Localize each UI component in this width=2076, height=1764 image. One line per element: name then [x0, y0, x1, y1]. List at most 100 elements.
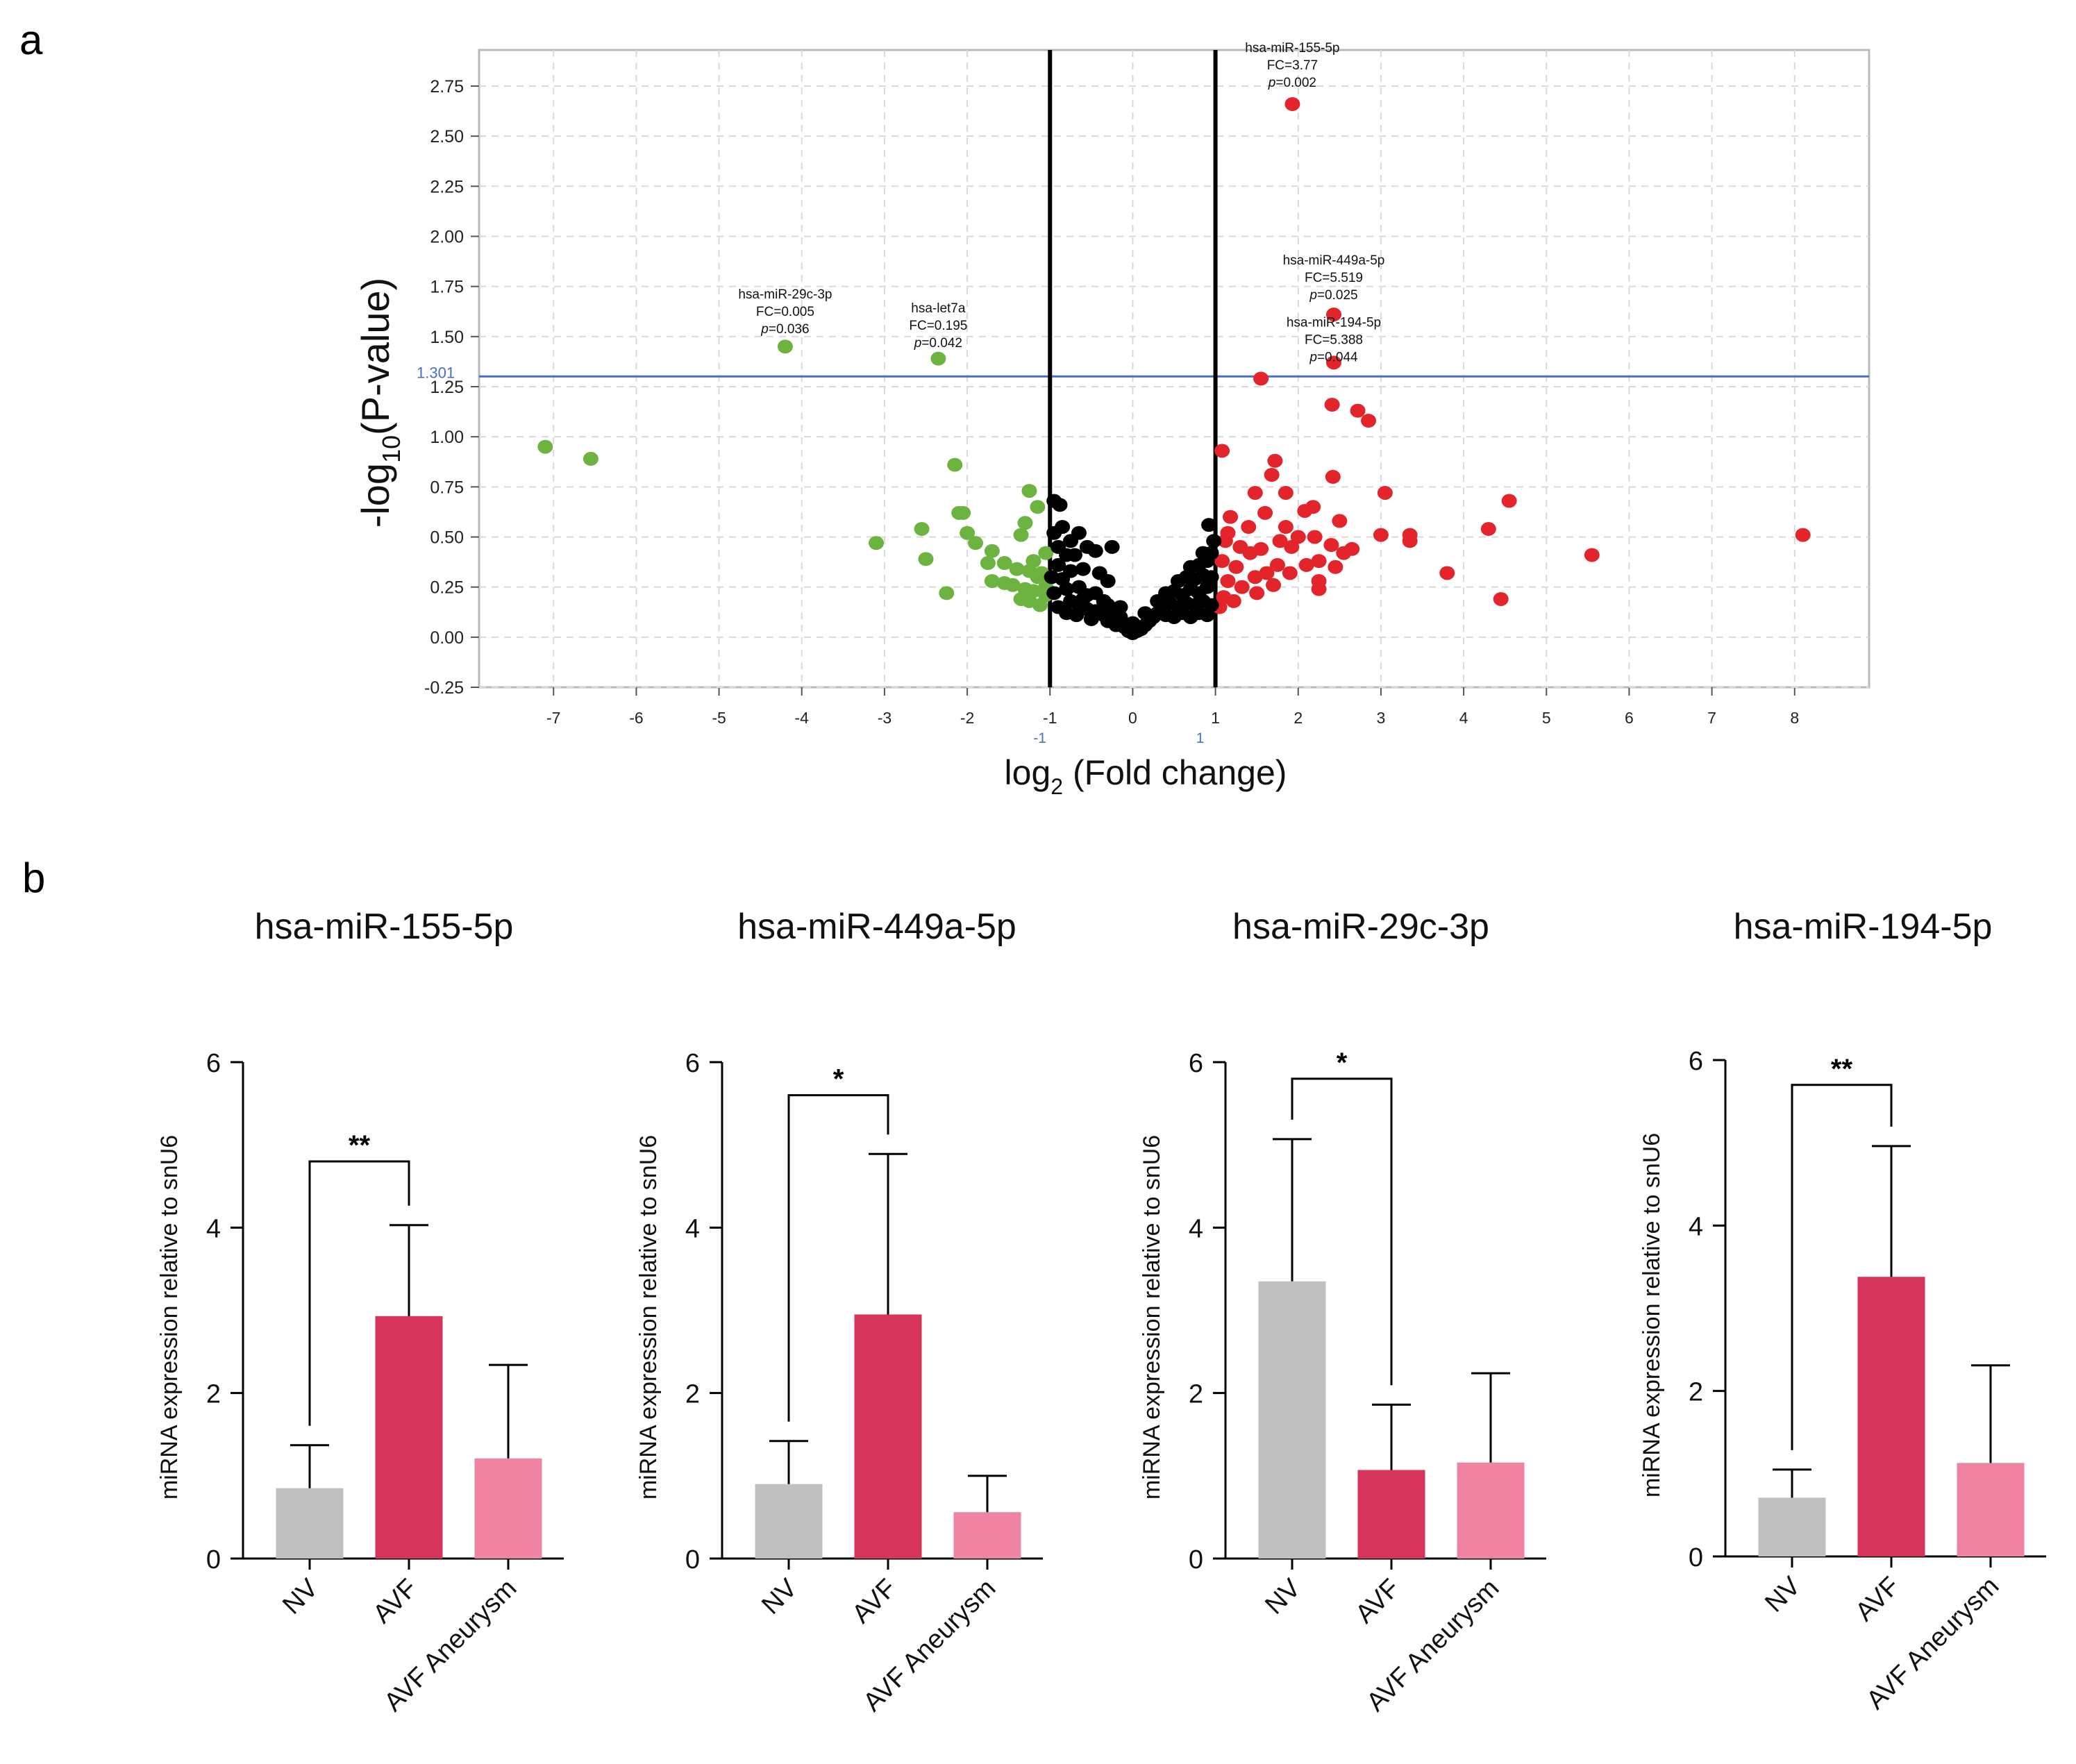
significance-bracket [1791, 1084, 1893, 1450]
data-point-up [1266, 578, 1281, 592]
y-tick-label: 6 [685, 1049, 700, 1078]
x-tick-label: 4 [1459, 709, 1468, 727]
point-annotation: p=0.036 [760, 322, 809, 337]
point-annotation: FC=0.195 [909, 319, 967, 333]
data-point-up [1350, 403, 1366, 418]
data-point-down [537, 439, 553, 454]
bar-chart-title: hsa-miR-194-5p [1734, 907, 1993, 947]
data-point-ns [1083, 612, 1099, 626]
data-point-up [1278, 520, 1294, 535]
x-tick-label: NV [1259, 1573, 1306, 1620]
data-point-up [1480, 521, 1496, 536]
data-point-down [1030, 500, 1046, 514]
data-point-up [1402, 534, 1418, 548]
data-point-down [930, 351, 946, 366]
data-point-ns [1203, 570, 1219, 585]
x-tick-label: 1 [1211, 709, 1220, 727]
x-tick-label: -4 [795, 709, 810, 727]
data-point-ns [1182, 560, 1198, 574]
data-point-up [1225, 594, 1241, 608]
bar [1357, 1470, 1425, 1559]
data-point-up [1249, 586, 1265, 600]
x-tick-label: 8 [1790, 709, 1799, 727]
data-point-ns [1044, 570, 1060, 585]
significance-bracket [787, 1094, 889, 1422]
data-point-down [1005, 578, 1021, 592]
point-annotation: p=0.044 [1309, 350, 1358, 364]
data-point-ns [1075, 562, 1091, 576]
y-tick-label: 0.00 [430, 628, 464, 648]
x-tick-label: AVF [1350, 1574, 1405, 1629]
point-annotation: hsa-miR-29c-3p [738, 287, 832, 302]
y-tick-label: 2 [206, 1380, 221, 1409]
bar-chart-panel: hsa-miR-29c-3p 0 2 4 6 miRNA expression relat… [1139, 907, 1546, 1717]
data-point-ns [1195, 546, 1211, 560]
bar [1457, 1462, 1525, 1559]
data-point-up [1247, 570, 1263, 585]
data-point-down [1038, 546, 1054, 560]
y-tick-label: 4 [685, 1214, 700, 1243]
x-tick-label: 7 [1707, 709, 1716, 727]
y-tick-label: 6 [206, 1049, 221, 1078]
data-point-up [1267, 453, 1283, 468]
data-point-up [1323, 538, 1339, 553]
x-tick-label: -1 [1043, 709, 1057, 727]
data-point-up [1344, 541, 1360, 556]
bar [1758, 1497, 1826, 1556]
data-point-up [1217, 534, 1233, 548]
fold-change-threshold-label: -1 [1033, 730, 1046, 746]
panel-b-label: b [22, 855, 45, 901]
x-tick-label: NV [756, 1573, 803, 1620]
bar [276, 1488, 344, 1559]
data-point-down [1013, 591, 1029, 606]
data-point-up [1228, 560, 1244, 574]
data-point-up [1325, 308, 1341, 322]
data-point-ns [1046, 526, 1062, 540]
bar [854, 1314, 922, 1559]
data-point-ns [1059, 582, 1075, 596]
data-point-ns [1104, 539, 1120, 554]
y-tick-label: 1.25 [430, 378, 464, 397]
data-point-ns [1050, 557, 1066, 572]
data-point-down [960, 526, 976, 540]
data-point-up [1307, 530, 1323, 544]
data-point-up [1284, 539, 1300, 554]
data-point-down [918, 552, 934, 566]
data-point-up [1373, 528, 1389, 542]
data-point-ns [1052, 498, 1068, 512]
x-tick-label: -7 [546, 709, 560, 727]
data-point-ns [1067, 548, 1082, 562]
point-annotation: hsa-miR-155-5p [1245, 41, 1339, 56]
y-tick-label: 2 [685, 1380, 700, 1409]
x-tick-label: AVF [367, 1574, 423, 1629]
data-point-ns [1137, 606, 1153, 621]
y-tick-label: 0.50 [430, 528, 464, 547]
data-point-up [1284, 96, 1300, 111]
y-tick-label: 2.25 [430, 177, 464, 196]
bar-chart-panel: hsa-miR-155-5p 0 2 4 6 miRNA expression relat… [156, 907, 564, 1717]
y-tick-label: 4 [1689, 1212, 1703, 1241]
significance-label: ** [1831, 1054, 1853, 1084]
data-point-up [1247, 485, 1263, 500]
data-point-down [1017, 516, 1033, 530]
point-annotation: hsa-let7a [911, 301, 966, 316]
bar [1957, 1463, 2025, 1556]
y-tick-label: 0.75 [430, 478, 464, 497]
y-axis-label: miRNA expression relative to snU6 [156, 1135, 183, 1500]
data-point-up [1297, 503, 1313, 518]
data-point-down [1021, 484, 1037, 498]
volcano-plot: -7 -6 -5 -4 -3 -2 -1 0 1 2 3 4 5 6 7 8 -0.25 0.00 0.25 0.50… [353, 41, 1870, 799]
y-tick-label: 2.00 [430, 227, 464, 246]
x-tick-label: AVF [1850, 1572, 1905, 1627]
bar [755, 1484, 823, 1559]
y-tick-label: 1.75 [430, 278, 464, 297]
point-annotation: p=0.042 [914, 336, 962, 351]
data-point-up [1324, 397, 1340, 412]
data-point-down [951, 505, 967, 520]
x-axis-label: log2 (Fold change) [1005, 753, 1287, 799]
point-annotation: hsa-miR-194-5p [1287, 315, 1381, 330]
data-point-up [1257, 505, 1273, 520]
bar-chart-title: hsa-miR-29c-3p [1232, 907, 1489, 947]
data-point-up [1253, 541, 1269, 556]
